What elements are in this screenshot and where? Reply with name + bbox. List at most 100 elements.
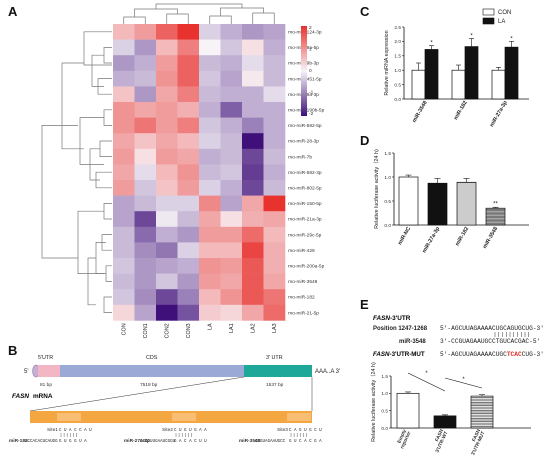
heatmap-cell [220, 195, 243, 212]
heatmap-cell [113, 289, 135, 306]
heatmap-row-label: rno-miR-802-5p [288, 186, 322, 192]
seq-row3-prefix: 5'-AGCUUAGAAAACUGC [440, 351, 507, 358]
legend-swatch [482, 8, 495, 16]
svg-text:5'-AGCUUAGAAAACUGCTCACCUG-3': 5'-AGCUUAGAAAACUGCTCACCUG-3' [440, 351, 544, 358]
heatmap-cell [242, 102, 264, 118]
site-mirna-full: CCGUAGAAUGCC [255, 440, 286, 444]
dendrogram-branch [166, 13, 189, 24]
dendrogram-branch [134, 8, 178, 17]
heatmap-cell [177, 164, 200, 181]
x-tick-label: miR-3548 [412, 100, 429, 124]
heatmap-cell [242, 289, 264, 306]
gene-suffix: mRNA [33, 393, 53, 400]
heatmap-cell [156, 39, 178, 56]
dendrogram-branch [252, 12, 275, 24]
seq-title-gene: FASN [373, 315, 390, 322]
poly-a-label: AAA..A 3' [315, 369, 340, 375]
heatmap-cell [199, 86, 221, 103]
heatmap-cell [113, 39, 135, 56]
site-mirna-name: miR-3548 [239, 438, 261, 444]
significance-bracket [444, 377, 483, 389]
heatmap-row-label: rno-miR-7b [288, 154, 312, 160]
heatmap-cell [134, 289, 157, 306]
panel-label-c: C [360, 4, 370, 19]
heatmap-grid [113, 24, 286, 321]
heatmap-cell [220, 24, 243, 40]
dendrogram-branch [105, 265, 112, 282]
site-utr-seq: C U G U G A A [174, 429, 207, 433]
panel-label-e: E [360, 297, 369, 312]
heatmap-cell [199, 133, 221, 150]
heatmap-cell [177, 70, 200, 87]
heatmap-cell [263, 242, 286, 259]
heatmap-cell [242, 226, 264, 243]
significance-marker: ** [493, 202, 498, 208]
bar [491, 69, 506, 100]
heatmap-cell [263, 70, 286, 87]
dendrogram-branch [79, 117, 104, 165]
y-tick-label: 0.0 [384, 223, 391, 229]
heatmap-cell [220, 242, 243, 259]
heatmap-cell [113, 24, 135, 40]
heatmap-row-label: rno-miR-3548 [288, 279, 318, 285]
heatmap-cell [199, 273, 221, 290]
heatmap-cell [134, 55, 157, 72]
y-tick-label: 0.0 [381, 426, 388, 432]
chart-c: 0.0 0.5 1.0 1.5 2.0 2.5 Relative miRNA express… [384, 8, 529, 128]
heatmap-cell [113, 211, 135, 228]
heatmap-cell [220, 304, 243, 321]
heatmap-cell [156, 164, 178, 181]
heatmap-cell [134, 117, 157, 134]
heatmap-cell [199, 226, 221, 243]
dendrogram-branch [77, 210, 104, 274]
heatmap-cell [242, 86, 264, 103]
heatmap-cell [263, 102, 286, 118]
y-tick-label: 0.5 [394, 82, 401, 88]
seq-row3-rest: -3'UTR-MUT [390, 351, 425, 358]
seq-row2-seq: 3'-CCGUAGAAUGCCTGUCACGAC-5' [440, 338, 540, 345]
heatmap-cell [220, 55, 243, 72]
heatmap-cell [134, 304, 157, 321]
y-tick-label: 0.0 [394, 97, 401, 103]
y-tick-label: 1.0 [381, 391, 388, 397]
heatmap-cell [220, 102, 243, 118]
heatmap-cell [220, 258, 243, 274]
heatmap-cell [177, 117, 200, 134]
significance-marker: * [425, 371, 428, 377]
heatmap-column-labels: CON CON1 CON2 CON3 LA LA1 LA2 LA3 [122, 323, 279, 338]
heatmap-cell [134, 148, 157, 165]
heatmap-cell [156, 148, 178, 165]
heatmap-cell [199, 102, 221, 118]
heatmap-cell [242, 195, 264, 212]
heatmap-cell [156, 102, 178, 118]
x-tick-label-line: FASN [434, 428, 445, 443]
dendrogram-branch [103, 109, 112, 126]
site-mirna-full: GCCACACUCAUGG [25, 440, 58, 444]
bar [464, 46, 479, 100]
column-dendrogram [123, 3, 275, 24]
utr3-length: 1537 bp [266, 382, 284, 388]
heatmap-row-label: rno-miR-21a-3p [288, 217, 322, 223]
heatmap-cell [113, 195, 135, 212]
dendrogram-branch [99, 140, 112, 157]
heatmap-cell [177, 258, 200, 274]
heatmap-column-label: LA [208, 323, 214, 330]
heatmap-cell [156, 258, 178, 274]
heatmap-column-label: CON1 [143, 323, 149, 338]
y-tick-label: 0.5 [381, 408, 388, 414]
y-axis-label: Relative miRNA expression [384, 30, 390, 95]
legend-label: CON [498, 10, 511, 16]
heatmap-cell [177, 102, 200, 118]
heatmap-cell [220, 289, 243, 306]
scale-tick-label: 1 [309, 47, 312, 53]
heatmap-cell [220, 180, 243, 196]
heatmap-column-label: CON [122, 323, 128, 335]
heatmap-cell [156, 273, 178, 290]
heatmap-cell [199, 242, 221, 259]
heatmap-cell [199, 164, 221, 181]
heatmap-cell [199, 70, 221, 87]
heatmap-cell [113, 86, 135, 103]
heatmap-cell [156, 289, 178, 306]
heatmap-cell [220, 39, 243, 56]
